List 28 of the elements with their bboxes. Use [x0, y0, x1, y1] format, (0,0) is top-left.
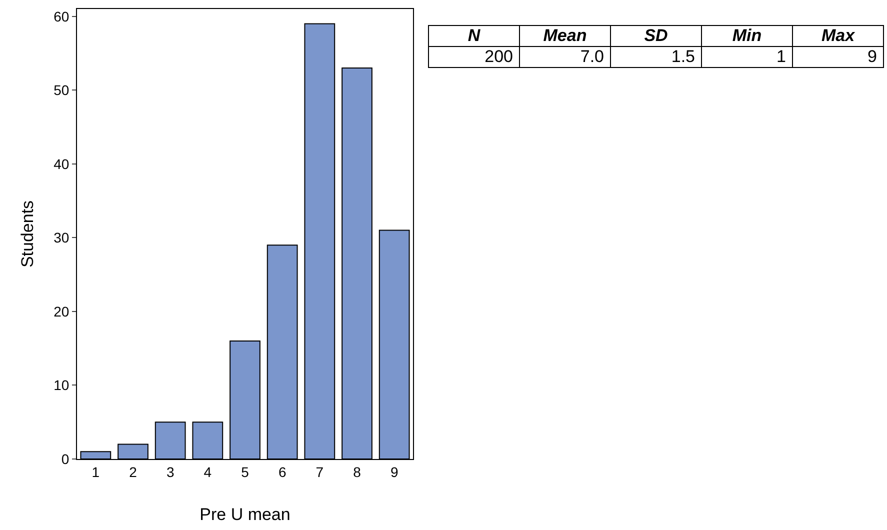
x-tick-label: 3	[166, 464, 174, 480]
x-tick-label: 1	[92, 464, 100, 480]
category-label: N	[428, 26, 520, 46]
text: 9	[868, 47, 877, 66]
text: 200	[484, 47, 513, 66]
text: 1	[776, 47, 786, 66]
x-tick-label: 2	[129, 464, 138, 480]
y-tick-label: 20	[54, 303, 70, 320]
y-tick-label: 50	[54, 82, 70, 98]
y-tick-label: 0	[61, 450, 70, 467]
category-label: Min	[702, 26, 792, 46]
x-axis-title: Pre U mean	[200, 505, 290, 524]
category-label: Mean	[520, 26, 610, 46]
y-tick-label: 60	[54, 8, 70, 24]
category-label: SD	[610, 26, 702, 46]
x-tick-label: 9	[390, 464, 398, 480]
text: 1.5	[671, 47, 695, 66]
y-tick-label: 40	[54, 156, 70, 172]
text: 7.0	[580, 47, 604, 66]
x-tick-label: 6	[278, 464, 286, 480]
x-tick-label: 4	[204, 464, 212, 480]
y-tick-label: 30	[54, 230, 70, 246]
y-tick-label: 10	[54, 377, 70, 394]
x-tick-label: 5	[241, 464, 250, 480]
x-tick-label: 8	[353, 464, 362, 480]
category-label: Max	[792, 26, 884, 46]
x-tick-label: 7	[316, 464, 324, 480]
y-axis-title: Students	[18, 200, 37, 268]
